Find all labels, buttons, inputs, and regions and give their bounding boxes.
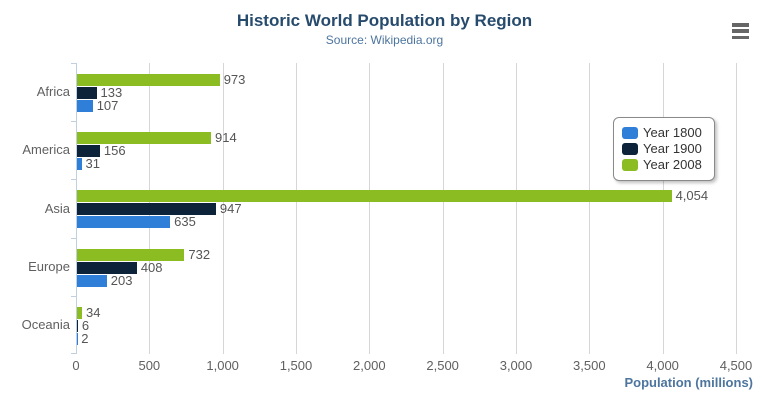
legend-item-year-2008[interactable]: Year 2008 <box>622 157 702 173</box>
category-label-asia: Asia <box>44 200 70 216</box>
legend: Year 1800 Year 1900 Year 2008 <box>613 117 715 181</box>
value-label: 947 <box>219 201 242 217</box>
bar-year-1800-europe[interactable] <box>77 274 107 287</box>
bar-year-1900-africa[interactable] <box>77 87 97 99</box>
bar-year-1800-africa[interactable] <box>77 100 93 112</box>
value-label: 31 <box>85 156 100 172</box>
category-label-america: America <box>22 142 70 158</box>
bar-year-2008-america[interactable] <box>77 132 212 145</box>
bar-year-1900-america[interactable] <box>77 145 100 158</box>
x-axis-tick-label: 3,500 <box>573 358 606 373</box>
value-label: 914 <box>215 130 237 146</box>
x-axis-tick-label: 0 <box>72 358 80 373</box>
legend-symbol-icon <box>622 127 638 139</box>
x-axis-tick-label: 4,000 <box>646 358 679 373</box>
value-label: 2 <box>81 330 89 346</box>
chart-title: Historic World Population by Region <box>236 11 533 30</box>
chart-subtitle: Source: Wikipedia.org <box>325 33 444 47</box>
category-axis-tick <box>71 295 76 297</box>
category-axis-tick <box>71 237 76 239</box>
x-axis-title: Population (millions) <box>624 375 753 390</box>
category-axis-tick <box>71 179 76 181</box>
bar-year-2008-oceania[interactable] <box>77 306 82 319</box>
bar-year-1800-america[interactable] <box>77 158 82 171</box>
legend-item-label: Year 2008 <box>643 157 702 172</box>
hamburger-bar <box>732 23 749 27</box>
bar-year-2008-europe[interactable] <box>77 248 185 261</box>
category-label-oceania: Oceania <box>21 316 70 332</box>
x-axis-tick-label: 1,500 <box>279 358 313 373</box>
value-label: 156 <box>103 143 126 159</box>
value-label: 732 <box>188 246 211 262</box>
category-label-europe: Europe <box>28 258 70 274</box>
hamburger-menu-icon[interactable] <box>732 23 749 39</box>
x-axis-tick-label: 1,000 <box>206 358 239 373</box>
plot-area: 973 133 107 914 156 31 4,054 947 635 732 408 203 34 6… <box>71 63 737 354</box>
gridline <box>516 63 517 354</box>
x-axis-tick-label: 2,500 <box>426 358 459 373</box>
legend-symbol-icon <box>622 159 638 171</box>
category-label-africa: Africa <box>36 84 70 100</box>
category-axis-line <box>76 63 77 354</box>
bar-year-1900-asia[interactable] <box>77 203 216 216</box>
x-axis-tick-label: 3,000 <box>499 358 533 373</box>
value-label: 203 <box>110 272 133 288</box>
bar-year-2008-africa[interactable] <box>77 74 220 86</box>
gridline <box>296 63 297 354</box>
value-label: 107 <box>96 98 119 113</box>
category-axis-tick <box>71 121 76 123</box>
gridline <box>369 63 371 354</box>
bar-year-1900-oceania[interactable] <box>77 319 78 332</box>
value-label: 973 <box>223 72 246 87</box>
gridline <box>662 63 664 354</box>
hamburger-bar <box>732 29 749 33</box>
legend-item-label: Year 1800 <box>643 125 702 140</box>
gridline <box>442 63 444 354</box>
value-label: 635 <box>174 214 196 230</box>
legend-symbol-icon <box>622 143 638 155</box>
gridline <box>589 63 591 354</box>
gridline <box>222 63 224 354</box>
gridline <box>736 63 737 354</box>
bar-year-1900-europe[interactable] <box>77 261 137 274</box>
category-axis-tick <box>71 63 76 64</box>
x-axis-tick-label: 500 <box>138 358 161 373</box>
hamburger-bar <box>732 35 749 39</box>
value-label: 6 <box>81 317 90 333</box>
legend-item-label: Year 1900 <box>643 141 702 156</box>
bar-year-2008-asia[interactable] <box>77 190 672 203</box>
value-label: 34 <box>85 304 101 320</box>
value-label: 408 <box>140 259 163 275</box>
bar-year-1800-asia[interactable] <box>77 216 171 229</box>
legend-item-year-1800[interactable]: Year 1800 <box>622 125 702 141</box>
category-axis-tick <box>71 353 76 354</box>
value-label: 133 <box>100 85 123 100</box>
legend-item-year-1900[interactable]: Year 1900 <box>622 141 702 157</box>
value-label: 4,054 <box>675 188 709 204</box>
x-axis-tick-label: 2,000 <box>353 358 386 373</box>
x-axis-tick-label: 4,500 <box>719 358 753 373</box>
